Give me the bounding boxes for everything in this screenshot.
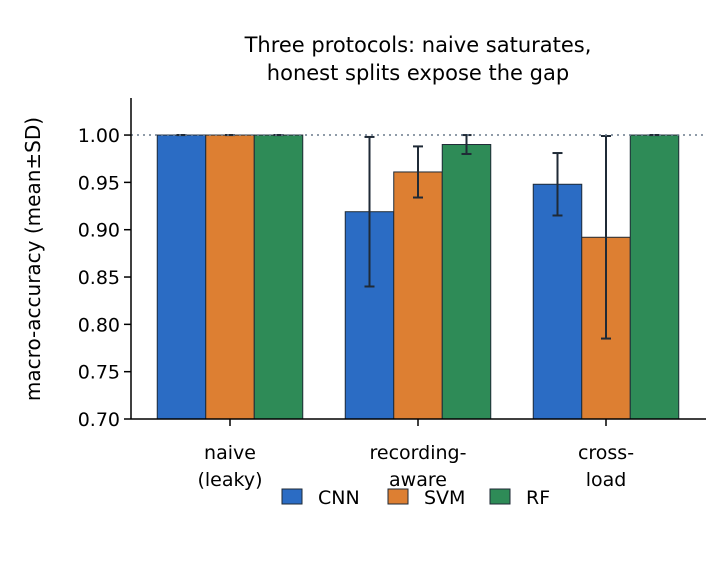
bar-rf-0 bbox=[253, 134, 304, 420]
x-tick-label-0-1: (leaky) bbox=[197, 469, 262, 491]
legend-label-cnn: CNN bbox=[318, 487, 360, 509]
y-tick-label-6: 1.00 bbox=[78, 125, 120, 147]
y-tick-label-5: 0.95 bbox=[78, 172, 120, 194]
y-tick-label-0: 0.70 bbox=[78, 409, 120, 431]
x-tick-label-0-0: naive bbox=[204, 442, 256, 464]
chart-title-line-2: honest splits expose the gap bbox=[267, 61, 569, 85]
y-axis-label: macro-accuracy (mean±SD) bbox=[21, 117, 45, 401]
y-tick-label-2: 0.80 bbox=[78, 314, 120, 336]
plot-area: 0.70 0.75 0.80 0.85 0.90 0.95 1.00 naive (leaky)… bbox=[78, 98, 706, 491]
legend-label-svm: SVM bbox=[424, 487, 465, 509]
legend-swatch-rf bbox=[489, 488, 511, 505]
bar-cnn-0 bbox=[156, 134, 207, 420]
bar-svm-1 bbox=[393, 171, 443, 420]
chart-title-line-1: Three protocols: naive saturates, bbox=[244, 33, 592, 57]
y-tick-label-3: 0.85 bbox=[78, 267, 120, 289]
bar-cnn-2 bbox=[532, 183, 583, 420]
bar-rf-1 bbox=[441, 144, 492, 420]
legend-swatch-svm bbox=[387, 488, 409, 505]
bar-svm-0 bbox=[205, 134, 255, 420]
legend-swatch-cnn bbox=[281, 488, 303, 505]
x-tick-label-1-0: recording- bbox=[370, 442, 467, 464]
bar-rf-2 bbox=[629, 134, 680, 420]
x-tick-label-1-1: aware bbox=[389, 469, 447, 491]
y-tick-label-1: 0.75 bbox=[78, 362, 120, 384]
y-tick-label-4: 0.90 bbox=[78, 220, 120, 242]
legend-label-rf: RF bbox=[526, 487, 550, 509]
x-tick-label-2-0: cross- bbox=[578, 442, 634, 464]
x-tick-label-2-1: load bbox=[586, 469, 627, 491]
legend: CNN SVM RF bbox=[281, 487, 550, 509]
